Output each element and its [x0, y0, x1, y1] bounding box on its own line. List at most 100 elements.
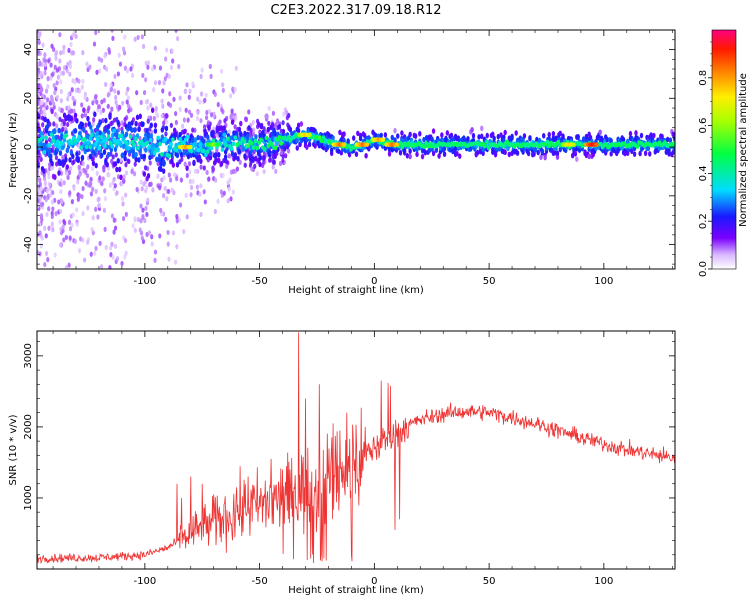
spectrogram-image	[37, 30, 675, 269]
noise-cell	[221, 87, 225, 94]
band-cell	[150, 107, 155, 114]
noise-cell	[67, 262, 71, 268]
noise-cell	[233, 124, 237, 130]
band-cell	[46, 118, 50, 125]
band-cell	[643, 150, 648, 157]
band-cell	[65, 164, 69, 170]
noise-cell	[158, 185, 162, 191]
band-cell	[215, 125, 220, 132]
noise-cell	[38, 251, 42, 257]
noise-cell	[126, 158, 130, 164]
noise-cell	[102, 164, 106, 170]
band-cell	[42, 168, 46, 174]
noise-cell	[98, 202, 102, 209]
noise-cell	[158, 233, 162, 239]
noise-cell	[52, 121, 56, 127]
band-cell	[296, 122, 301, 129]
noise-cell	[54, 210, 58, 217]
snr-y-ticks: 1000 2000 3000	[23, 341, 675, 570]
noise-cell	[59, 79, 63, 85]
noise-cell	[51, 206, 55, 212]
band-cell	[141, 121, 145, 127]
noise-cell	[77, 248, 82, 254]
core-cell	[317, 135, 322, 140]
noise-cell	[66, 174, 70, 181]
band-cell	[185, 165, 189, 171]
core-cell	[202, 148, 206, 154]
band-cell	[50, 108, 54, 115]
core-cell	[204, 152, 208, 158]
band-cell	[532, 151, 536, 157]
noise-cell	[247, 109, 251, 115]
band-cell	[581, 136, 586, 142]
core-cell	[64, 133, 69, 138]
band-cell	[159, 166, 163, 173]
band-cell	[64, 156, 68, 163]
noise-cell	[67, 47, 71, 53]
x-tick-label: -50	[251, 276, 267, 287]
noise-cell	[80, 113, 84, 119]
noise-cell	[70, 222, 74, 228]
noise-cell	[169, 122, 173, 128]
noise-cell	[46, 257, 50, 263]
core-cell	[149, 137, 153, 143]
band-cell	[374, 132, 378, 139]
noise-cell	[89, 251, 93, 257]
noise-cell	[166, 241, 170, 247]
band-cell	[91, 160, 96, 167]
band-cell	[108, 114, 112, 120]
snr-x-ticks: -100 -50 0 50 100	[52, 331, 674, 587]
band-cell	[131, 148, 136, 155]
noise-cell	[215, 132, 219, 138]
noise-cell	[151, 187, 155, 193]
noise-cell	[126, 86, 130, 92]
band-cell	[134, 120, 138, 127]
band-cell	[230, 151, 235, 157]
band-cell	[358, 135, 363, 142]
noise-cell	[151, 66, 155, 72]
noise-cell	[90, 226, 94, 233]
noise-cell	[135, 90, 139, 96]
core-cell	[163, 137, 168, 142]
snr-series-line	[37, 332, 675, 564]
noise-cell	[62, 180, 66, 186]
core-cell	[253, 138, 258, 144]
band-cell	[39, 130, 43, 137]
noise-cell	[124, 90, 129, 96]
noise-cell	[62, 44, 66, 50]
band-cell	[75, 117, 79, 124]
noise-cell	[98, 68, 102, 74]
noise-cell	[121, 100, 125, 106]
band-cell	[207, 124, 211, 131]
x-tick-label: -100	[134, 576, 157, 587]
band-cell	[554, 135, 558, 142]
noise-cell	[39, 104, 43, 110]
core-cell	[99, 135, 104, 140]
noise-cell	[39, 213, 44, 219]
band-cell	[50, 160, 54, 167]
noise-cell	[70, 87, 74, 93]
noise-cell	[110, 30, 114, 33]
noise-cell	[81, 78, 85, 84]
noise-cell	[68, 190, 72, 196]
band-cell	[144, 147, 148, 153]
noise-cell	[207, 176, 211, 182]
noise-cell	[50, 96, 54, 102]
band-cell	[186, 153, 191, 160]
noise-cell	[108, 245, 113, 251]
noise-cell	[106, 103, 110, 109]
noise-cell	[55, 114, 59, 120]
noise-cell	[78, 193, 82, 199]
core-cell	[229, 146, 234, 151]
noise-cell	[108, 264, 112, 269]
noise-cell	[250, 166, 254, 172]
noise-cell	[149, 181, 153, 187]
band-cell	[539, 154, 543, 161]
noise-cell	[51, 227, 55, 233]
hotspot-cell	[341, 142, 347, 147]
noise-cell	[217, 121, 221, 127]
band-cell	[239, 131, 243, 137]
noise-cell	[141, 207, 145, 213]
noise-cell	[222, 190, 226, 196]
noise-cell	[156, 160, 160, 167]
